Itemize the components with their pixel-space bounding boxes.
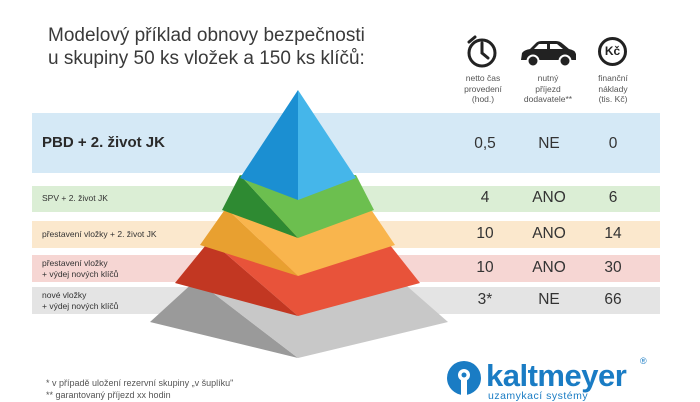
row-5-cost: 66 [604, 291, 622, 308]
column-label-cost: finanční náklady (tis. Kč) [598, 73, 628, 104]
kc-icon: Kč [598, 37, 627, 66]
keyhole-logo-icon [447, 361, 481, 395]
column-label-time: netto čas provedení (hod.) [464, 73, 502, 104]
row-2-arrival: ANO [532, 189, 566, 206]
row-3-arrival: ANO [532, 225, 566, 242]
title-line-2: u skupiny 50 ks vložek a 150 ks klíčů: [48, 48, 365, 69]
row-4-cost: 30 [604, 259, 622, 276]
row-2-time: 4 [480, 189, 490, 206]
row-label-3: přestavení vložky + 2. život JK [42, 229, 157, 239]
car-icon [521, 41, 576, 68]
pyramid-layer-green [222, 175, 374, 238]
row-4-time: 10 [476, 259, 494, 276]
pyramid-layer-blue [240, 90, 356, 200]
clock-icon [467, 35, 497, 68]
row-label-2: SPV + 2. život JK [42, 193, 108, 203]
row-1-arrival: NE [538, 135, 560, 152]
row-label-4: přestavení vložky + výdej nových klíčů [42, 258, 119, 279]
row-4-arrival: ANO [532, 259, 566, 276]
column-label-arrival: nutný příjezd dodavatele** [523, 73, 573, 104]
row-2-cost: 6 [608, 189, 618, 206]
logo-tagline: uzamykací systémy [488, 390, 589, 402]
row-5-arrival: NE [538, 291, 560, 308]
footnote-2: ** garantovaný příjezd xx hodin [46, 390, 171, 400]
logo-registered: ® [640, 356, 647, 366]
row-label-5: nové vložky + výdej nových klíčů [42, 290, 119, 311]
row-1-cost: 0 [608, 135, 618, 152]
page-title: Modelový příklad obnovy bezpečnosti u sk… [48, 24, 365, 70]
row-label-1: PBD + 2. život JK [42, 134, 165, 151]
title-line-1: Modelový příklad obnovy bezpečnosti [48, 25, 365, 46]
row-1-time: 0,5 [474, 135, 496, 152]
row-5-time: 3* [477, 291, 493, 308]
kc-icon-text: Kč [604, 44, 621, 58]
row-3-cost: 14 [604, 225, 622, 242]
row-3-time: 10 [476, 225, 494, 242]
logo-name: kaltmeyer [486, 358, 627, 393]
footnote-1: * v případě uložení rezervní skupiny „v … [46, 378, 234, 388]
